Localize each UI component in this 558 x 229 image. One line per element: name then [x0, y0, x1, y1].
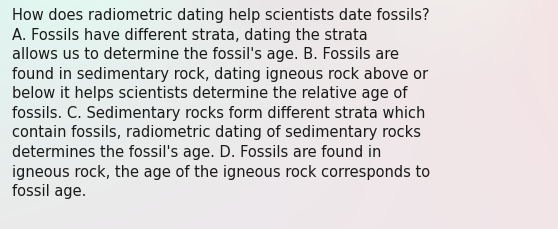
Text: How does radiometric dating help scientists date fossils?
A. Fossils have differ: How does radiometric dating help scienti… — [12, 8, 430, 198]
